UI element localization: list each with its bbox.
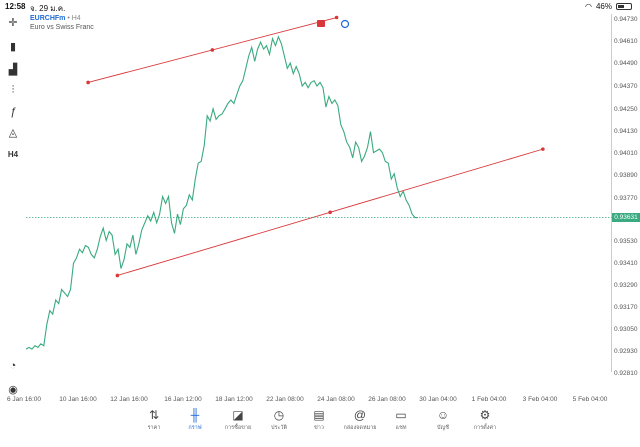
price-tick-label: 0.94250 — [614, 106, 638, 113]
time-tick-label: 12 Jan 16:00 — [110, 396, 148, 403]
time-axis[interactable]: 6 Jan 16:00 10 Jan 16:00 12 Jan 16:00 16 Ja… — [7, 394, 612, 404]
price-tick-label: 0.94490 — [614, 60, 638, 67]
wifi-icon: ◠ — [585, 2, 592, 11]
nav-label: บัญชี — [437, 425, 449, 431]
price-tick-label: 0.94370 — [614, 83, 638, 90]
news-icon: ▤ — [313, 408, 325, 422]
timeframe-label: H4 — [71, 15, 81, 22]
nav-label: กล่องจดหมาย — [343, 425, 377, 431]
nav-item-mailbox[interactable]: @ กล่องจดหมาย — [340, 408, 380, 432]
nav-item-chart[interactable]: ╫ กราฟ — [175, 408, 215, 432]
price-tick-label: 0.93890 — [614, 172, 638, 179]
time-tick-label: 3 Feb 04:00 — [522, 396, 558, 403]
nav-item-news[interactable]: ▤ ข่าว — [299, 408, 339, 432]
indicators-icon[interactable]: ▟ — [8, 63, 18, 76]
trade-icon: ◪ — [232, 408, 244, 422]
trendline-anchor[interactable] — [541, 147, 545, 151]
status-date: จ. 29 ม.ค. — [30, 4, 66, 13]
trendline-anchor[interactable] — [86, 80, 90, 85]
trendline-anchor[interactable] — [328, 210, 332, 215]
nav-label: กราฟ — [188, 425, 202, 431]
left-toolbar: ✛ ▮ ▟ ⫶ ƒ ◬ H4 ◔ ◉ — [0, 14, 26, 409]
time-tick-label: 10 Jan 16:00 — [59, 396, 97, 403]
current-price-label: 0.93631 — [612, 212, 640, 222]
trendline-anchor[interactable] — [210, 48, 215, 52]
symbol-description: Euro vs Swiss Franc — [30, 24, 94, 31]
price-tick-label: 0.92810 — [614, 370, 638, 377]
chart-icon: ╫ — [190, 408, 200, 422]
price-chart[interactable] — [26, 14, 612, 372]
trendline-anchor[interactable] — [334, 15, 339, 20]
price-tick-label: 0.93770 — [614, 195, 638, 202]
price-line — [26, 35, 418, 350]
nav-label: การซื้อขาย — [224, 425, 252, 431]
price-tick-label: 0.93410 — [614, 260, 638, 267]
trendline-anchor[interactable] — [115, 273, 120, 278]
time-tick-label: 26 Jan 08:00 — [368, 396, 406, 403]
crosshair-icon[interactable]: ✛ — [8, 16, 18, 29]
quotes-icon: ⇅ — [148, 408, 160, 422]
price-tick-label: 0.94610 — [614, 38, 638, 45]
price-tick-label: 0.93050 — [614, 326, 638, 333]
nav-item-trade[interactable]: ◪ การซื้อขาย — [218, 408, 258, 432]
nav-label: แชท — [395, 425, 407, 431]
nav-item-chat[interactable]: ▭ แชท — [381, 408, 421, 432]
chat-icon: ▭ — [395, 408, 407, 422]
candles-icon[interactable]: ▮ — [9, 40, 17, 53]
nav-label: การตั้งค่า — [473, 425, 497, 431]
price-tick-label: 0.93170 — [614, 304, 638, 311]
price-tick-label: 0.92930 — [614, 348, 638, 355]
nav-item-account[interactable]: ☺ บัญชี — [423, 408, 463, 432]
time-tick-label: 16 Jan 12:00 — [164, 396, 202, 403]
status-bar: 12:58 จ. 29 ม.ค. ◠ 46% — [0, 0, 640, 14]
symbol-name[interactable]: EURCHFm — [30, 15, 66, 22]
mailbox-icon: @ — [353, 408, 367, 422]
price-tick-label: 0.94130 — [614, 128, 638, 135]
time-tick-label: 22 Jan 08:00 — [266, 396, 304, 403]
time-tick-label: 5 Feb 04:00 — [572, 396, 608, 403]
price-tick-label: 0.93530 — [614, 238, 638, 245]
price-axis[interactable]: 0.94730 0.94610 0.94490 0.94370 0.94250 0.941… — [612, 14, 640, 379]
status-time: 12:58 — [5, 2, 26, 11]
history-icon: ◷ — [273, 408, 285, 422]
objects-icon[interactable]: ⫶ — [11, 83, 15, 96]
one-click-icon[interactable]: ◉ — [8, 383, 18, 396]
time-tick-label: 30 Jan 04:00 — [419, 396, 457, 403]
sell-marker[interactable] — [317, 20, 325, 27]
account-icon: ☺ — [436, 408, 450, 422]
shapes-icon[interactable]: ◬ — [8, 126, 18, 139]
time-tick-label: 1 Feb 04:00 — [471, 396, 507, 403]
price-tick-label: 0.93290 — [614, 282, 638, 289]
time-tick-label: 24 Jan 08:00 — [317, 396, 355, 403]
battery-icon — [616, 3, 632, 10]
nav-label: ประวัติ — [270, 425, 288, 431]
battery-fill — [618, 5, 624, 8]
bottom-navigation: ⇅ ราคา ╫ กราฟ ◪ การซื้อขาย ◷ ประวัติ ▤ ข่าว @ กล่อง… — [0, 405, 640, 447]
price-tick-label: 0.94010 — [614, 150, 638, 157]
gauge-icon[interactable]: ◔ — [9, 360, 17, 372]
status-right: ◠ 46% — [585, 2, 632, 11]
time-tick-label: 18 Jan 12:00 — [215, 396, 253, 403]
battery-percent: 46% — [595, 2, 612, 11]
price-tick-label: 0.94730 — [614, 16, 638, 23]
function-icon[interactable]: ƒ — [9, 106, 17, 118]
trade-markers[interactable] — [317, 19, 350, 29]
nav-item-history[interactable]: ◷ ประวัติ — [259, 408, 299, 432]
nav-label: ข่าว — [314, 425, 324, 431]
settings-icon: ⚙ — [479, 408, 491, 422]
nav-item-settings[interactable]: ⚙ การตั้งค่า — [465, 408, 505, 432]
time-tick-label: 6 Jan 16:00 — [7, 396, 41, 403]
symbol-separator: • — [67, 15, 72, 22]
nav-label: ราคา — [147, 425, 161, 431]
buy-marker[interactable] — [340, 19, 350, 29]
timeframe-button[interactable]: H4 — [7, 149, 19, 159]
trendlines[interactable] — [86, 15, 545, 278]
nav-item-quotes[interactable]: ⇅ ราคา — [134, 408, 174, 432]
chart-header: EURCHFm • H4 Euro vs Swiss Franc — [30, 14, 94, 32]
